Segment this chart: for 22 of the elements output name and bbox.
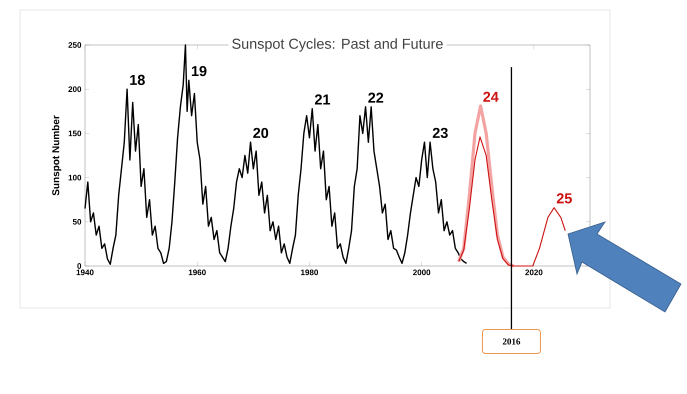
annotation: 23 bbox=[432, 128, 448, 138]
x-tick-label: 2000 bbox=[413, 270, 430, 276]
x-tick-label: 1940 bbox=[76, 270, 94, 276]
y-tick-label: 50 bbox=[72, 218, 82, 225]
y-axis-title: Sunspot Number bbox=[52, 115, 62, 196]
x-tick-label: 2020 bbox=[525, 270, 542, 276]
y-tick-label: 150 bbox=[68, 130, 82, 136]
annotation: 21 bbox=[314, 94, 330, 104]
annotation: 24 bbox=[483, 92, 499, 102]
y-tick-label: 0 bbox=[77, 263, 82, 269]
annotation: 18 bbox=[130, 74, 145, 85]
annotation: 19 bbox=[192, 66, 206, 76]
y-tick-label: 250 bbox=[68, 42, 82, 48]
x-tick-label: 1980 bbox=[301, 270, 318, 276]
ref-line-label: 2016 bbox=[502, 338, 520, 345]
chart-title: Sunspot Cycles: Past and Future bbox=[232, 38, 443, 52]
y-tick-label: 100 bbox=[68, 174, 82, 180]
annotation: 20 bbox=[253, 128, 268, 138]
annotation: 25 bbox=[556, 193, 572, 204]
annotation: 22 bbox=[368, 92, 384, 103]
y-tick-label: 200 bbox=[68, 86, 82, 92]
x-tick-label: 1960 bbox=[188, 270, 206, 276]
